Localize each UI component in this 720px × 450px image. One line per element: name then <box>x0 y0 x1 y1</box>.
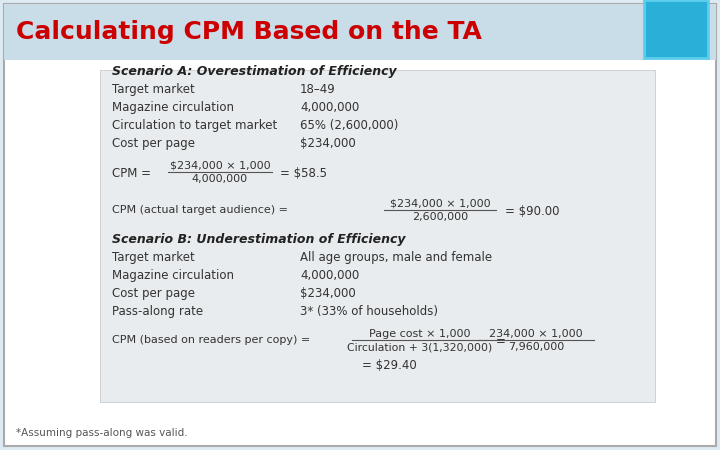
Text: Magazine circulation: Magazine circulation <box>112 269 234 282</box>
Text: $234,000 × 1,000: $234,000 × 1,000 <box>390 199 490 209</box>
FancyBboxPatch shape <box>4 4 716 446</box>
Text: Circulation to target market: Circulation to target market <box>112 119 277 132</box>
Text: 18–49: 18–49 <box>300 83 336 96</box>
Text: 234,000 × 1,000: 234,000 × 1,000 <box>489 329 582 339</box>
FancyBboxPatch shape <box>100 70 655 402</box>
Text: = $29.40: = $29.40 <box>362 359 417 372</box>
Text: Magazine circulation: Magazine circulation <box>112 101 234 114</box>
Text: Cost per page: Cost per page <box>112 287 195 300</box>
Text: = $58.5: = $58.5 <box>280 167 327 180</box>
Text: 4,000,000: 4,000,000 <box>300 101 359 114</box>
Text: $234,000 × 1,000: $234,000 × 1,000 <box>170 161 270 171</box>
Text: $234,000: $234,000 <box>300 287 356 300</box>
Text: 65% (2,600,000): 65% (2,600,000) <box>300 119 398 132</box>
Text: CPM (actual target audience) =: CPM (actual target audience) = <box>112 205 288 215</box>
Text: CPM (based on readers per copy) =: CPM (based on readers per copy) = <box>112 335 310 345</box>
Text: Scenario B: Underestimation of Efficiency: Scenario B: Underestimation of Efficienc… <box>112 233 405 246</box>
Text: 4,000,000: 4,000,000 <box>192 174 248 184</box>
Text: = $90.00: = $90.00 <box>505 205 559 218</box>
Text: Pass-along rate: Pass-along rate <box>112 305 203 318</box>
Text: $234,000: $234,000 <box>300 137 356 150</box>
Text: Scenario A: Overestimation of Efficiency: Scenario A: Overestimation of Efficiency <box>112 65 397 78</box>
Text: =: = <box>496 335 506 348</box>
Text: 2,600,000: 2,600,000 <box>412 212 468 222</box>
Text: 7,960,000: 7,960,000 <box>508 342 564 352</box>
Text: Target market: Target market <box>112 83 194 96</box>
Text: All age groups, male and female: All age groups, male and female <box>300 251 492 264</box>
Text: CPM =: CPM = <box>112 167 151 180</box>
Text: 3* (33% of households): 3* (33% of households) <box>300 305 438 318</box>
Text: Cost per page: Cost per page <box>112 137 195 150</box>
FancyBboxPatch shape <box>4 4 716 60</box>
Text: Calculating CPM Based on the TA: Calculating CPM Based on the TA <box>16 20 482 44</box>
Text: Target market: Target market <box>112 251 194 264</box>
Text: 4,000,000: 4,000,000 <box>300 269 359 282</box>
Text: Circulation + 3(1,320,000): Circulation + 3(1,320,000) <box>347 342 492 352</box>
FancyBboxPatch shape <box>644 0 708 58</box>
Text: *Assuming pass-along was valid.: *Assuming pass-along was valid. <box>16 428 188 438</box>
Text: Page cost × 1,000: Page cost × 1,000 <box>369 329 471 339</box>
